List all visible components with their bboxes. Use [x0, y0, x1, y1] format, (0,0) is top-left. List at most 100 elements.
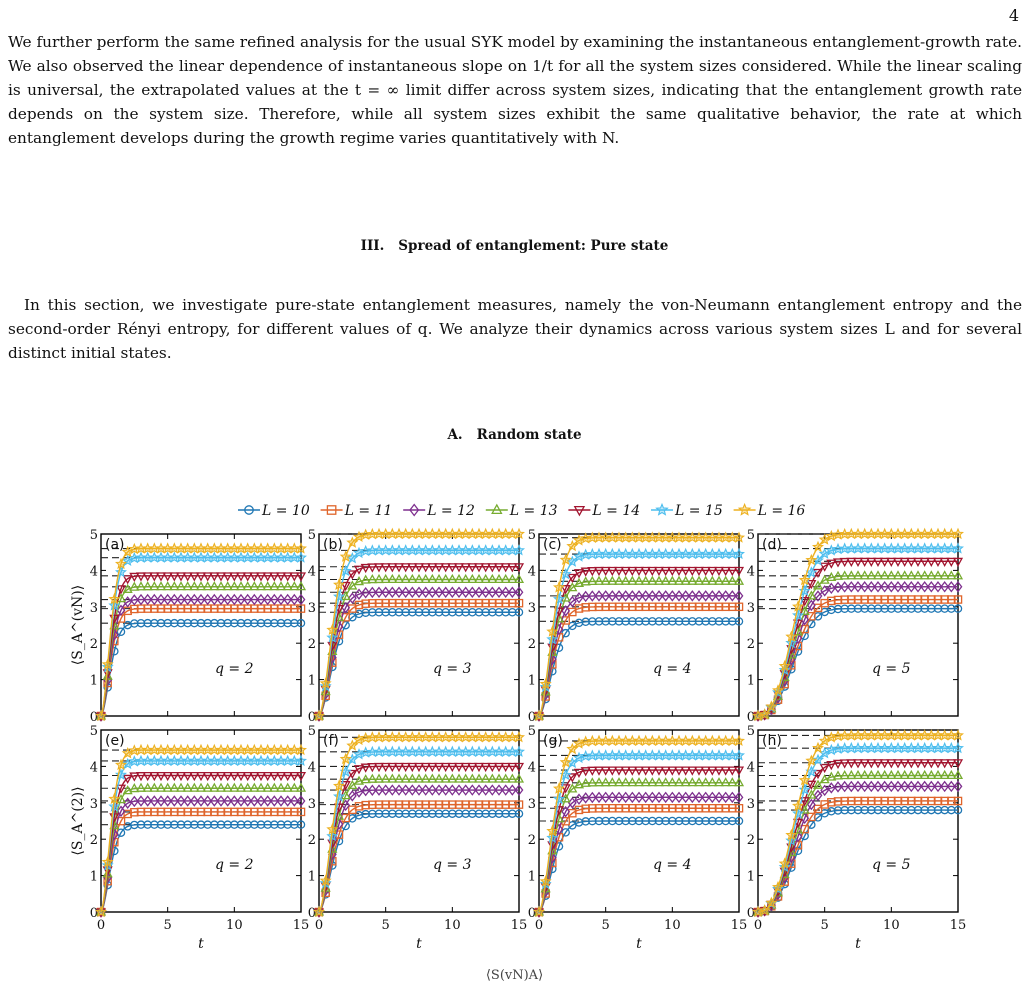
marker-triangle-up	[593, 575, 605, 585]
marker-triangle-down	[839, 557, 850, 568]
marker-diamond	[474, 784, 484, 796]
marker-triangle-down	[693, 766, 705, 776]
marker-triangle-up	[195, 581, 207, 591]
marker-triangle-up	[580, 777, 591, 787]
marker-triangle-down	[135, 772, 147, 782]
marker-triangle-up	[939, 769, 950, 780]
marker-triangle-up	[407, 773, 418, 783]
y-tick-label: 1	[308, 870, 316, 885]
marker-star	[811, 741, 825, 754]
series-line	[100, 586, 301, 717]
marker-diamond	[840, 581, 850, 593]
marker-triangle-up	[255, 581, 267, 591]
marker-triangle-down	[460, 563, 471, 573]
marker-triangle-down	[819, 763, 830, 774]
marker-star	[758, 904, 771, 916]
marker-diamond	[614, 590, 624, 602]
marker-star	[294, 542, 308, 554]
marker-triangle-down	[427, 563, 438, 573]
marker-diamond	[149, 593, 159, 606]
marker-star	[771, 880, 785, 893]
marker-triangle-up	[453, 573, 465, 584]
marker-triangle-up	[460, 573, 471, 584]
marker-diamond	[953, 780, 963, 793]
marker-triangle-up	[859, 570, 870, 580]
marker-diamond	[401, 586, 411, 598]
marker-diamond	[687, 590, 697, 602]
marker-diamond	[601, 590, 611, 602]
marker-triangle-up	[573, 779, 585, 789]
marker-triangle-up	[262, 581, 273, 591]
marker-triangle-up	[906, 769, 917, 780]
marker-diamond	[289, 593, 299, 606]
marker-triangle-down	[899, 557, 910, 567]
marker-triangle-up	[946, 769, 957, 780]
marker-diamond	[421, 784, 431, 796]
y-tick-label: 3	[528, 601, 536, 616]
marker-diamond	[334, 818, 344, 830]
panel-b: 0 1 2 3 4 5 (b) q = 3	[308, 527, 526, 725]
marker-triangle-down	[222, 572, 233, 582]
marker-triangle-down	[912, 759, 924, 769]
marker-diamond	[447, 784, 457, 796]
marker-diamond	[169, 795, 179, 807]
marker-square	[953, 595, 963, 604]
marker-triangle-up	[879, 570, 890, 580]
marker-triangle-down	[149, 572, 160, 582]
marker-diamond	[447, 586, 457, 598]
marker-triangle-up	[242, 581, 253, 591]
marker-star	[512, 745, 526, 757]
marker-diamond	[734, 590, 744, 602]
marker-diamond	[296, 593, 306, 606]
page-number: 4	[1008, 6, 1019, 25]
marker-triangle-down	[667, 566, 678, 577]
marker-triangle-down	[653, 766, 665, 776]
marker-triangle-up	[493, 773, 505, 783]
marker-diamond	[641, 791, 651, 804]
marker-triangle-up	[313, 906, 325, 916]
series-line	[100, 575, 301, 717]
marker-star	[758, 708, 771, 720]
marker-triangle-up	[149, 782, 160, 792]
marker-triangle-down	[453, 563, 465, 573]
marker-star	[732, 734, 746, 747]
marker-triangle-up	[460, 773, 471, 783]
marker-triangle-down	[939, 759, 950, 769]
marker-triangle-down	[826, 760, 837, 771]
marker-triangle-up	[932, 570, 944, 580]
marker-triangle-down	[580, 767, 591, 777]
legend-item-5: L = 14	[568, 503, 640, 519]
marker-circle	[734, 617, 744, 626]
marker-triangle-up	[135, 782, 147, 792]
x-axis-label: t	[416, 936, 422, 952]
marker-diamond	[701, 791, 711, 804]
panel-a: 0 1 2 3 4 5 (a) q = 2	[90, 528, 308, 725]
marker-diamond	[189, 795, 199, 807]
marker-triangle-up	[353, 775, 365, 785]
marker-square	[514, 598, 524, 608]
marker-triangle-down	[633, 566, 645, 577]
marker-diamond	[694, 590, 704, 602]
marker-star	[121, 757, 134, 770]
marker-diamond	[926, 780, 936, 793]
marker-triangle-up	[733, 777, 745, 787]
marker-star	[805, 553, 818, 566]
marker-star	[771, 684, 785, 696]
marker-diamond	[263, 795, 273, 807]
q-label: q = 3	[433, 661, 472, 677]
marker-diamond	[367, 586, 377, 599]
marker-circle	[561, 828, 570, 837]
marker-diamond	[129, 594, 139, 606]
y-tick-label: 4	[308, 564, 316, 579]
marker-triangle-up	[720, 575, 731, 585]
series-line	[538, 740, 739, 913]
marker-diamond	[793, 830, 803, 843]
marker-star	[732, 749, 746, 761]
marker-square	[813, 603, 823, 613]
marker-triangle-up	[282, 581, 293, 591]
marker-diamond	[514, 586, 524, 598]
marker-triangle-down	[673, 566, 685, 577]
y-tick-label: 1	[528, 870, 536, 885]
marker-diamond	[667, 590, 677, 602]
series-line	[318, 578, 519, 717]
